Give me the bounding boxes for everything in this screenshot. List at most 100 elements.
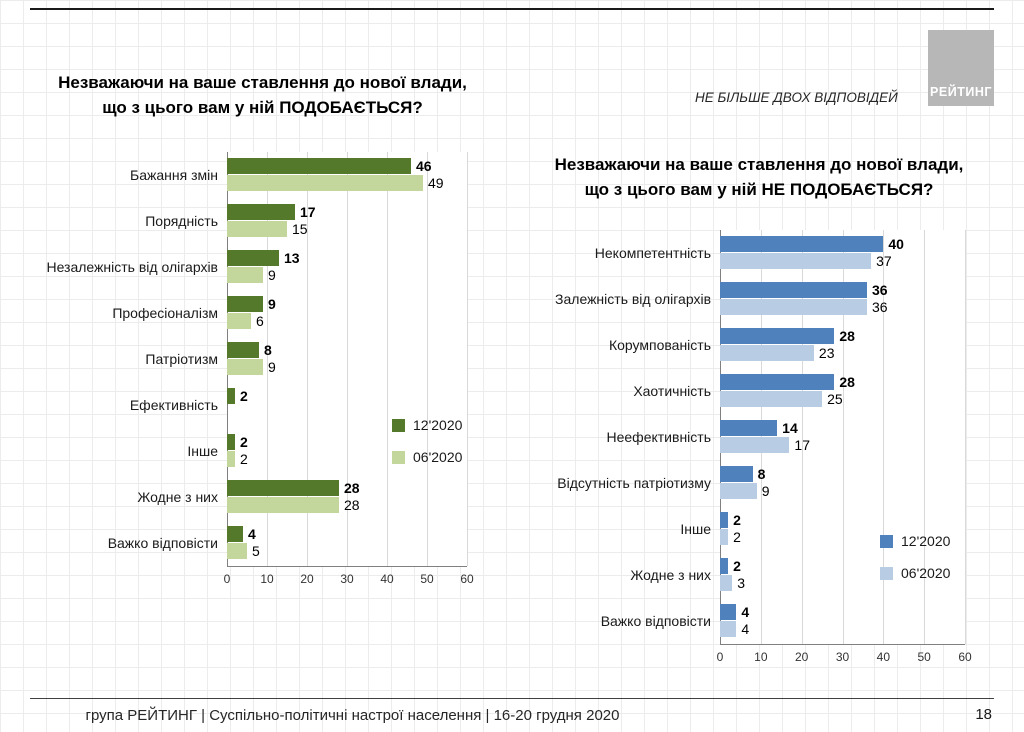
gridline (307, 152, 308, 566)
bar-value-label: 2 (240, 388, 248, 404)
bar-value-label: 40 (888, 236, 904, 252)
legend: 12'2020 06'2020 (392, 417, 462, 481)
bar-previous (720, 575, 733, 591)
category-label: Незалежність від олігархів (46, 259, 218, 275)
bar-value-label: 36 (872, 299, 888, 315)
dislikes-chart-title-line2: що з цього вам у ній НЕ ПОДОБАЄТЬСЯ? (584, 180, 934, 199)
chart-row: Відсутність патріотизму 8 9 (523, 460, 1024, 506)
category-label: Важко відповісти (107, 535, 218, 551)
bar-previous (720, 621, 737, 637)
chart-row: Патріотизм 8 9 (35, 336, 537, 382)
bar-value-label: 2 (733, 558, 741, 574)
survey-note: НЕ БІЛЬШЕ ДВОХ ВІДПОВІДЕЙ (695, 90, 898, 105)
bar-previous (720, 391, 823, 407)
bar-value-label: 49 (428, 175, 444, 191)
chart-row: Інше 2 2 (523, 506, 1024, 552)
logo-text: РЕЙТИНГ (930, 85, 992, 99)
bar-current (227, 480, 339, 496)
category-label: Залежність від олігархів (555, 291, 711, 307)
legend-item: 06'2020 (392, 449, 462, 465)
page-number: 18 (975, 706, 992, 723)
bar-value-label: 4 (248, 526, 256, 542)
gridline (387, 152, 388, 566)
chart-row: Інше 2 2 (35, 428, 537, 474)
bar-current (720, 374, 835, 390)
gridline (965, 230, 966, 644)
chart-row: Важко відповісти 4 4 (523, 598, 1024, 644)
chart-row: Некомпетентність 40 37 (523, 230, 1024, 276)
category-label: Жодне з них (630, 567, 711, 583)
x-axis-line (720, 644, 965, 645)
footer-caption: група РЕЙТИНГ | Суспільно-політичні наст… (85, 707, 620, 724)
category-label: Професіоналізм (112, 305, 218, 321)
bar-value-label: 4 (741, 604, 750, 620)
legend-item: 06'2020 (880, 565, 950, 581)
category-label: Порядність (145, 213, 218, 229)
x-tick-label: 10 (260, 572, 274, 586)
gridline (801, 230, 803, 644)
chart-row: Бажання змін 46 49 (35, 152, 537, 198)
dislikes-chart-title: Незважаючи на ваше ставлення до нової вл… (528, 152, 990, 202)
chart-row: Важко відповісти 4 5 (35, 520, 537, 566)
bar-previous (227, 359, 263, 375)
likes-chart-title: Незважаючи на ваше ставлення до нової вл… (35, 70, 490, 120)
bar-previous (227, 451, 235, 467)
gridline (883, 230, 885, 644)
bar-value-label: 9 (268, 359, 276, 375)
x-tick-label: 60 (460, 572, 474, 586)
chart-row: Професіоналізм 9 6 (35, 290, 537, 336)
bar-previous (720, 253, 872, 269)
bar-value-label: 17 (794, 437, 810, 453)
bar-current (227, 434, 235, 450)
x-tick-label: 50 (917, 650, 931, 664)
legend-swatch (880, 566, 893, 580)
bar-value-label: 14 (782, 420, 798, 436)
chart-row: Неефективність 14 17 (523, 414, 1024, 460)
bar-value-label: 9 (268, 267, 276, 283)
bar-value-label: 28 (839, 374, 855, 390)
legend-label: 06'2020 (413, 449, 463, 465)
bar-value-label: 37 (876, 253, 892, 269)
bar-current (227, 342, 259, 358)
bar-current (720, 420, 778, 436)
legend-label: 12'2020 (901, 533, 951, 549)
bar-current (227, 388, 235, 404)
category-label: Відсутність патріотизму (557, 475, 711, 491)
bar-value-label: 13 (284, 250, 300, 266)
bar-value-label: 28 (839, 328, 855, 344)
bar-current (720, 282, 867, 298)
category-label: Жодне з них (137, 489, 218, 505)
chart-row: Жодне з них 2 3 (523, 552, 1024, 598)
bar-previous (720, 299, 867, 315)
bar-previous (227, 175, 423, 191)
gridline (267, 152, 268, 566)
bar-current (720, 512, 729, 528)
bar-current (227, 296, 263, 312)
bar-previous (720, 345, 814, 361)
bar-value-label: 8 (264, 342, 272, 358)
x-tick-label: 20 (794, 650, 809, 664)
bar-previous (227, 313, 251, 329)
category-label: Хаотичність (633, 383, 711, 399)
top-divider (30, 8, 994, 10)
category-label: Неефективність (606, 429, 712, 445)
gridline (842, 230, 844, 644)
category-label: Інше (680, 521, 711, 537)
x-tick-label: 40 (876, 650, 891, 664)
bar-value-label: 9 (761, 483, 770, 499)
bar-current (720, 328, 835, 344)
bar-previous (227, 543, 247, 559)
chart-row: Корумпованість 28 23 (523, 322, 1024, 368)
bar-current (720, 604, 737, 620)
legend-swatch (392, 418, 405, 432)
category-label: Бажання змін (130, 167, 218, 183)
rating-group-logo: РЕЙТИНГ (928, 30, 994, 106)
category-label: Некомпетентність (594, 245, 711, 261)
bar-previous (227, 267, 263, 283)
chart-row: Незалежність від олігархів 13 9 (35, 244, 537, 290)
bar-value-label: 23 (818, 345, 835, 361)
legend: 12'2020 06'2020 (880, 533, 950, 597)
bar-value-label: 3 (737, 575, 746, 591)
bar-previous (720, 529, 729, 545)
bar-value-label: 2 (733, 529, 741, 545)
